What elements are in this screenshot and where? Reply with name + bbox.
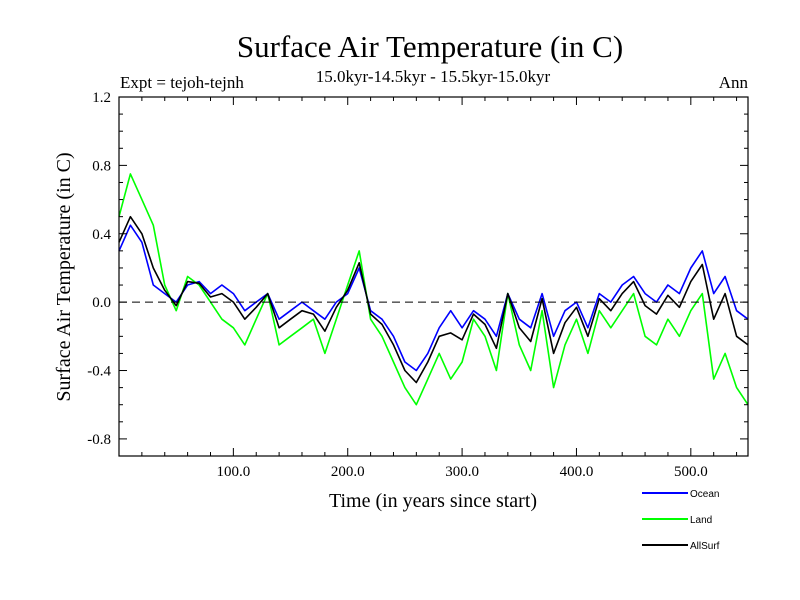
- x-tick-label: 300.0: [445, 464, 479, 480]
- x-tick-label: 500.0: [674, 464, 708, 480]
- y-tick-label: -0.4: [87, 364, 111, 380]
- series-line-ocean: [118, 224, 749, 372]
- series-line-land: [118, 173, 749, 406]
- series-line-allsurf: [118, 215, 749, 384]
- legend-label-ocean: Ocean: [690, 489, 719, 500]
- series-layer: [118, 173, 749, 406]
- x-tick-label: 200.0: [331, 464, 365, 480]
- x-tick-label: 400.0: [560, 464, 594, 480]
- legend: Ocean Land AllSurf: [642, 489, 720, 552]
- expt-label: Expt = tejoh-tejnh: [120, 73, 244, 92]
- axis-layer: 100.0 200.0 300.0 400.0 500.0 1.2 0.8 0.4 0.0 -0.…: [87, 90, 748, 480]
- chart-title: Surface Air Temperature (in C): [237, 29, 623, 64]
- season-label: Ann: [719, 73, 749, 92]
- y-tick-label: -0.8: [87, 432, 111, 448]
- y-tick-label: 0.0: [92, 295, 111, 311]
- period-label: 15.0kyr-14.5kyr - 15.5kyr-15.0kyr: [316, 67, 551, 86]
- x-tick-label: 100.0: [216, 464, 250, 480]
- y-tick-label: 1.2: [92, 90, 111, 106]
- y-tick-label: 0.8: [92, 158, 111, 174]
- plot-frame: [118, 96, 749, 457]
- x-axis-label: Time (in years since start): [329, 490, 537, 512]
- y-axis-label: Surface Air Temperature (in C): [53, 152, 75, 401]
- legend-label-land: Land: [690, 515, 712, 526]
- legend-label-allsurf: AllSurf: [690, 541, 720, 552]
- y-tick-label: 0.4: [92, 227, 111, 243]
